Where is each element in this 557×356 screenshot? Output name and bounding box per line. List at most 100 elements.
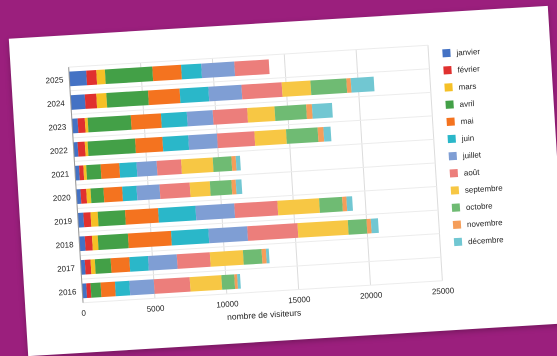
bar-segment — [90, 187, 105, 204]
legend-swatch — [444, 83, 453, 92]
bar-segment — [162, 135, 190, 152]
bar-segment — [176, 252, 211, 269]
bar-segment — [80, 188, 88, 204]
gridline — [78, 209, 439, 233]
x-tick-label: 15000 — [288, 295, 311, 305]
bar-segment — [153, 277, 191, 294]
bar-segment — [346, 196, 353, 212]
y-tick-label: 2019 — [54, 217, 73, 227]
bar-segment — [274, 104, 307, 121]
bar-segment — [234, 274, 239, 289]
bar-segment — [84, 93, 98, 109]
x-tick-label: 10000 — [216, 299, 239, 309]
legend-swatch — [445, 100, 454, 109]
x-tick-label: 0 — [81, 309, 87, 318]
bar-segment — [94, 258, 112, 274]
x-axis-title: nombre de visiteurs — [227, 307, 302, 322]
bar-segment — [84, 235, 93, 251]
y-tick-label: 2016 — [58, 287, 77, 297]
bar-segment — [189, 181, 211, 198]
bar-segment — [216, 131, 256, 149]
bar-segment — [87, 115, 132, 133]
bar-segment — [73, 142, 79, 157]
bar-segment — [247, 106, 276, 123]
bar-segment — [119, 162, 138, 178]
bar-segment — [347, 218, 368, 235]
bar-segment — [96, 93, 108, 109]
bar-segment — [242, 249, 263, 265]
y-tick-label: 2020 — [53, 193, 72, 203]
bar-segment — [91, 235, 99, 251]
y-tick-label: 2022 — [50, 146, 69, 156]
bar-segment — [90, 211, 99, 227]
legend-swatch — [442, 48, 451, 58]
bar-segment — [152, 64, 182, 82]
bar-segment — [254, 129, 287, 146]
bar-segment — [96, 69, 106, 85]
bar-segment — [86, 188, 92, 204]
bar-segment — [110, 257, 131, 273]
legend-label: août — [464, 168, 481, 178]
bar-segment — [181, 157, 214, 174]
bar-segment — [81, 283, 88, 299]
bar-segment — [350, 76, 375, 93]
bar-segment — [366, 218, 372, 234]
bar-segment — [97, 233, 129, 251]
bar-segment — [247, 223, 299, 241]
bar-segment — [370, 218, 379, 234]
bar-segment — [265, 248, 270, 264]
bar-segment — [76, 189, 82, 205]
bar-segment — [170, 228, 210, 246]
bar-segment — [323, 126, 332, 142]
bar-segment — [201, 61, 236, 79]
bar-segment — [285, 127, 319, 144]
bar-segment — [90, 259, 96, 275]
gridline — [77, 186, 437, 210]
bar-segment — [297, 220, 349, 238]
gridlines — [68, 44, 443, 304]
bar-segment — [277, 198, 320, 216]
bar-segment — [84, 141, 89, 157]
legend-swatch — [452, 220, 462, 230]
gridline — [75, 162, 436, 186]
bar-segment — [212, 108, 249, 125]
bar-segment — [319, 196, 343, 213]
bar-segment — [106, 90, 149, 108]
x-tick-label: 5000 — [146, 304, 165, 314]
bar-segment — [346, 78, 352, 93]
bar-segment — [209, 250, 244, 267]
bar-segment — [77, 117, 86, 134]
bar-segment — [281, 80, 312, 97]
legend-swatch — [453, 237, 463, 247]
y-tick-label: 2018 — [55, 240, 74, 250]
bar-segment — [156, 159, 182, 176]
y-tick-label: 2024 — [47, 99, 66, 109]
gridline — [71, 91, 431, 115]
legend-label: juillet — [462, 150, 483, 160]
legend-label: octobre — [466, 201, 494, 212]
bar-segment — [159, 182, 191, 199]
bar-segment — [104, 66, 154, 85]
gridline — [68, 44, 429, 68]
legend-swatch — [449, 169, 459, 178]
bar-segment — [78, 165, 85, 181]
gridline — [80, 233, 440, 257]
bar-segment — [84, 259, 92, 275]
stacked-bar-chart: 0 5000 10000 15000 20000 25000 2025 2024 2023 202… — [45, 44, 505, 322]
bar-segment — [234, 200, 279, 219]
chart-card: 0 5000 10000 15000 20000 25000 2025 2024 2023 202… — [8, 5, 557, 356]
bar-segment — [83, 165, 88, 180]
legend-label: mai — [460, 116, 474, 126]
bar-segment — [235, 155, 241, 171]
bar-segment — [179, 86, 210, 104]
legend-label: décembre — [468, 235, 505, 246]
legend-swatch — [446, 117, 455, 126]
legend-swatch — [447, 134, 456, 144]
bar-segment — [188, 133, 218, 150]
legend-label: septembre — [465, 183, 504, 194]
bar-segment — [127, 230, 172, 249]
bar-segment — [147, 254, 178, 271]
gridline — [83, 280, 443, 304]
bar-segment — [129, 279, 155, 296]
bar-segment — [208, 84, 243, 102]
